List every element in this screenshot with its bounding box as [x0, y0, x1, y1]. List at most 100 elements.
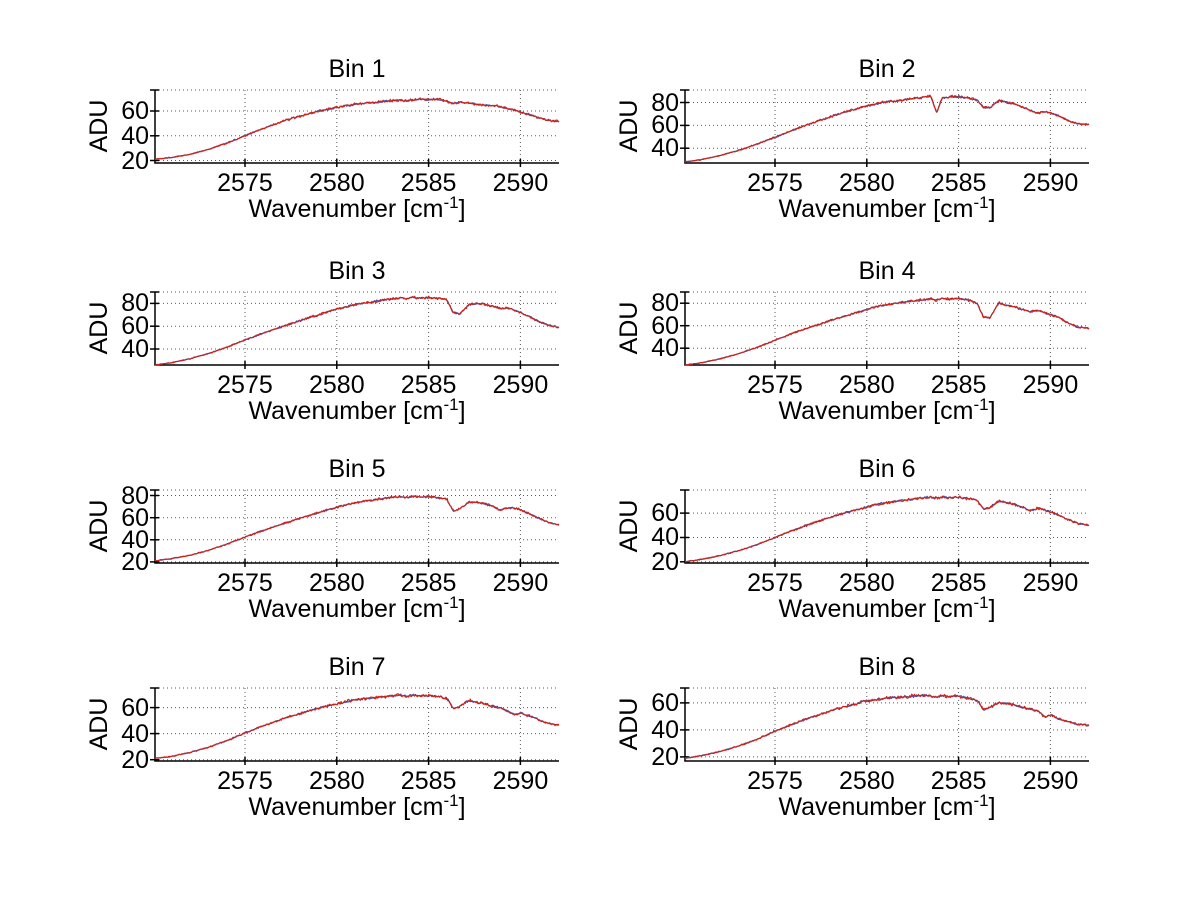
subplot-title: Bin 7 [328, 653, 386, 681]
subplot-title: Bin 8 [858, 653, 916, 681]
grid-lines [155, 89, 559, 163]
x-tick-label: 2575 [747, 767, 803, 795]
y-tick-label: 80 [651, 88, 679, 117]
plot-area [150, 687, 560, 765]
axis-spines [680, 89, 1089, 167]
subplot-title: Bin 5 [328, 455, 386, 483]
x-tick-label: 2585 [930, 569, 987, 597]
x-tick-label: 2590 [1022, 767, 1079, 795]
y-tick-label: 20 [121, 146, 149, 175]
spectrum-trace-red [684, 297, 1090, 366]
spectrum-trace-red [154, 495, 560, 562]
y-tick-label: 20 [651, 547, 679, 576]
y-tick-label: 20 [121, 547, 149, 576]
x-tick-label: 2580 [838, 371, 895, 399]
axis-spines [150, 291, 559, 369]
x-tick-label: 2590 [1022, 169, 1079, 197]
x-tick-label: 2585 [930, 767, 987, 795]
x-axis-label-superscript: -1 [973, 395, 989, 414]
tick-marks [150, 291, 522, 369]
x-tick-label: 2585 [400, 767, 457, 795]
grid-lines [685, 489, 1089, 563]
x-axis-label: Wavenumber [cm-1] [155, 593, 559, 626]
y-tick-label: 60 [651, 311, 679, 340]
x-axis-label-text: Wavenumber [cm [248, 595, 444, 623]
spectrum-trace-red [684, 693, 1090, 759]
y-tick-label: 80 [651, 289, 679, 318]
spectrum-trace-blue [154, 693, 560, 759]
x-axis-label-text: Wavenumber [cm [778, 793, 974, 821]
subplot-title: Bin 2 [858, 55, 916, 83]
subplot-title: Bin 3 [328, 257, 386, 285]
subplot-bin-6: Bin 6 ADU 20 40 60 2575 2580 2585 2590 Wavenu… [580, 448, 1110, 633]
x-axis-label: Wavenumber [cm-1] [685, 193, 1089, 226]
subplot-bin-5: Bin 5 ADU 20 40 60 80 2575 2580 2585 2590 Wave… [50, 448, 580, 633]
x-axis-label-bracket: ] [988, 397, 996, 425]
y-tick-label: 60 [121, 693, 149, 722]
x-tick-label: 2590 [492, 371, 549, 399]
spectrum-trace-blue [684, 495, 1090, 563]
x-axis-label-superscript: -1 [973, 593, 989, 612]
x-axis-label-text: Wavenumber [cm [248, 195, 444, 223]
x-axis-label-bracket: ] [458, 195, 466, 223]
tick-marks [680, 687, 1052, 765]
tick-marks [150, 489, 522, 567]
subplot-bin-1: Bin 1 ADU 20 40 60 2575 2580 2585 2590 Wavenu… [50, 48, 580, 233]
x-tick-label: 2580 [308, 767, 365, 795]
x-axis-label-superscript: -1 [443, 395, 459, 414]
x-tick-label: 2585 [400, 169, 457, 197]
y-tick-label: 40 [121, 525, 149, 554]
x-axis-label: Wavenumber [cm-1] [155, 193, 559, 226]
x-axis-label-text: Wavenumber [cm [778, 397, 974, 425]
x-tick-label: 2590 [1022, 371, 1079, 399]
spectrum-trace-red [684, 495, 1090, 563]
grid-lines [685, 687, 1089, 761]
x-tick-label: 2580 [838, 169, 895, 197]
x-tick-label: 2585 [930, 169, 987, 197]
plot-area [680, 489, 1090, 567]
x-tick-label: 2590 [1022, 569, 1079, 597]
x-tick-label: 2575 [217, 569, 273, 597]
tick-marks [680, 489, 1052, 567]
plot-area [680, 687, 1090, 765]
x-axis-label-text: Wavenumber [cm [778, 595, 974, 623]
tick-marks [150, 89, 522, 167]
x-tick-label: 2585 [400, 371, 457, 399]
subplot-bin-7: Bin 7 ADU 20 40 60 2575 2580 2585 2590 Wavenu… [50, 646, 580, 831]
x-axis-label: Wavenumber [cm-1] [685, 593, 1089, 626]
y-tick-label: 60 [651, 688, 679, 717]
axis-spines [150, 687, 559, 765]
grid-lines [685, 89, 1089, 163]
plot-area [680, 89, 1090, 167]
x-tick-label: 2575 [217, 767, 273, 795]
x-axis-label: Wavenumber [cm-1] [155, 395, 559, 428]
grid-lines [155, 291, 559, 365]
x-tick-label: 2580 [308, 569, 365, 597]
plot-area [680, 291, 1090, 369]
x-axis-label-text: Wavenumber [cm [778, 195, 974, 223]
spectrum-trace-blue [684, 95, 1090, 163]
spectrum-trace-blue [154, 296, 560, 366]
subplot-bin-4: Bin 4 ADU 40 60 80 2575 2580 2585 2590 Wavenu… [580, 250, 1110, 435]
y-tick-label: 40 [121, 335, 149, 364]
x-axis-label: Wavenumber [cm-1] [685, 791, 1089, 824]
subplot-bin-2: Bin 2 ADU 40 60 80 2575 2580 2585 2590 Wavenu… [580, 48, 1110, 233]
grid-lines [155, 489, 559, 563]
tick-marks [680, 291, 1052, 369]
x-tick-label: 2585 [400, 569, 457, 597]
spectrum-trace-blue [684, 693, 1089, 760]
subplot-title: Bin 1 [328, 55, 386, 83]
spectrum-trace-red [154, 693, 560, 759]
x-axis-label-bracket: ] [988, 793, 996, 821]
x-tick-label: 2590 [492, 767, 549, 795]
spectrum-trace-red [154, 295, 560, 366]
x-axis-label-bracket: ] [458, 397, 466, 425]
subplot-title: Bin 6 [858, 455, 916, 483]
y-tick-label: 80 [121, 481, 149, 510]
tick-marks [150, 687, 522, 765]
x-tick-label: 2575 [217, 371, 273, 399]
x-axis-label-text: Wavenumber [cm [248, 397, 444, 425]
plot-area [150, 489, 560, 567]
x-tick-label: 2580 [838, 569, 895, 597]
